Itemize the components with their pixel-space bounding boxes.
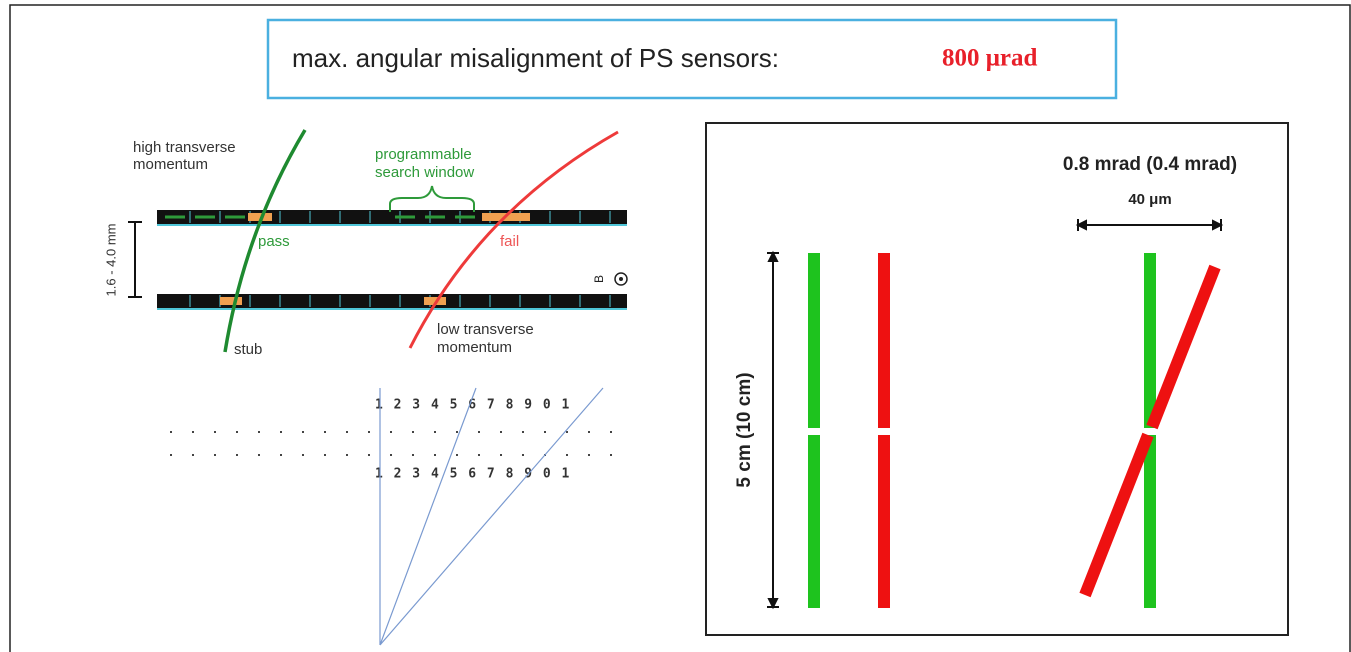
title: max. angular misalignment of PS sensors: [292, 43, 779, 73]
field-symbol [619, 277, 623, 281]
label: B [592, 275, 606, 283]
title-value: 800 μrad [942, 45, 1038, 72]
angle-label: 0.8 mrad (0.4 mrad) [1063, 154, 1237, 175]
label: momentum [133, 156, 208, 173]
sensor-bar [878, 253, 890, 428]
label: programmable [375, 146, 472, 163]
label: stub [234, 341, 262, 358]
strip-numbers: 1 2 3 4 5 6 7 8 9 0 1 [375, 398, 570, 413]
label: search window [375, 164, 474, 181]
label: fail [500, 233, 519, 250]
sensor-bar [1144, 253, 1156, 428]
length-label: 5 cm (10 cm) [734, 372, 755, 487]
label: 1.6 - 4.0 mm [103, 224, 118, 297]
strip-numbers: 1 2 3 4 5 6 7 8 9 0 1 [375, 467, 570, 482]
sensor-bar [1144, 435, 1156, 608]
sensor-bar [878, 435, 890, 608]
offset-label: 40 μm [1128, 191, 1171, 208]
label: low transverse [437, 321, 534, 338]
misalignment-box [706, 123, 1288, 635]
label: momentum [437, 339, 512, 356]
stub-hit [220, 297, 242, 305]
sensor-bar [808, 253, 820, 428]
label: high transverse [133, 139, 236, 156]
slide: max. angular misalignment of PS sensors:… [0, 0, 1351, 652]
label: pass [258, 233, 290, 250]
sensor-bar [808, 435, 820, 608]
